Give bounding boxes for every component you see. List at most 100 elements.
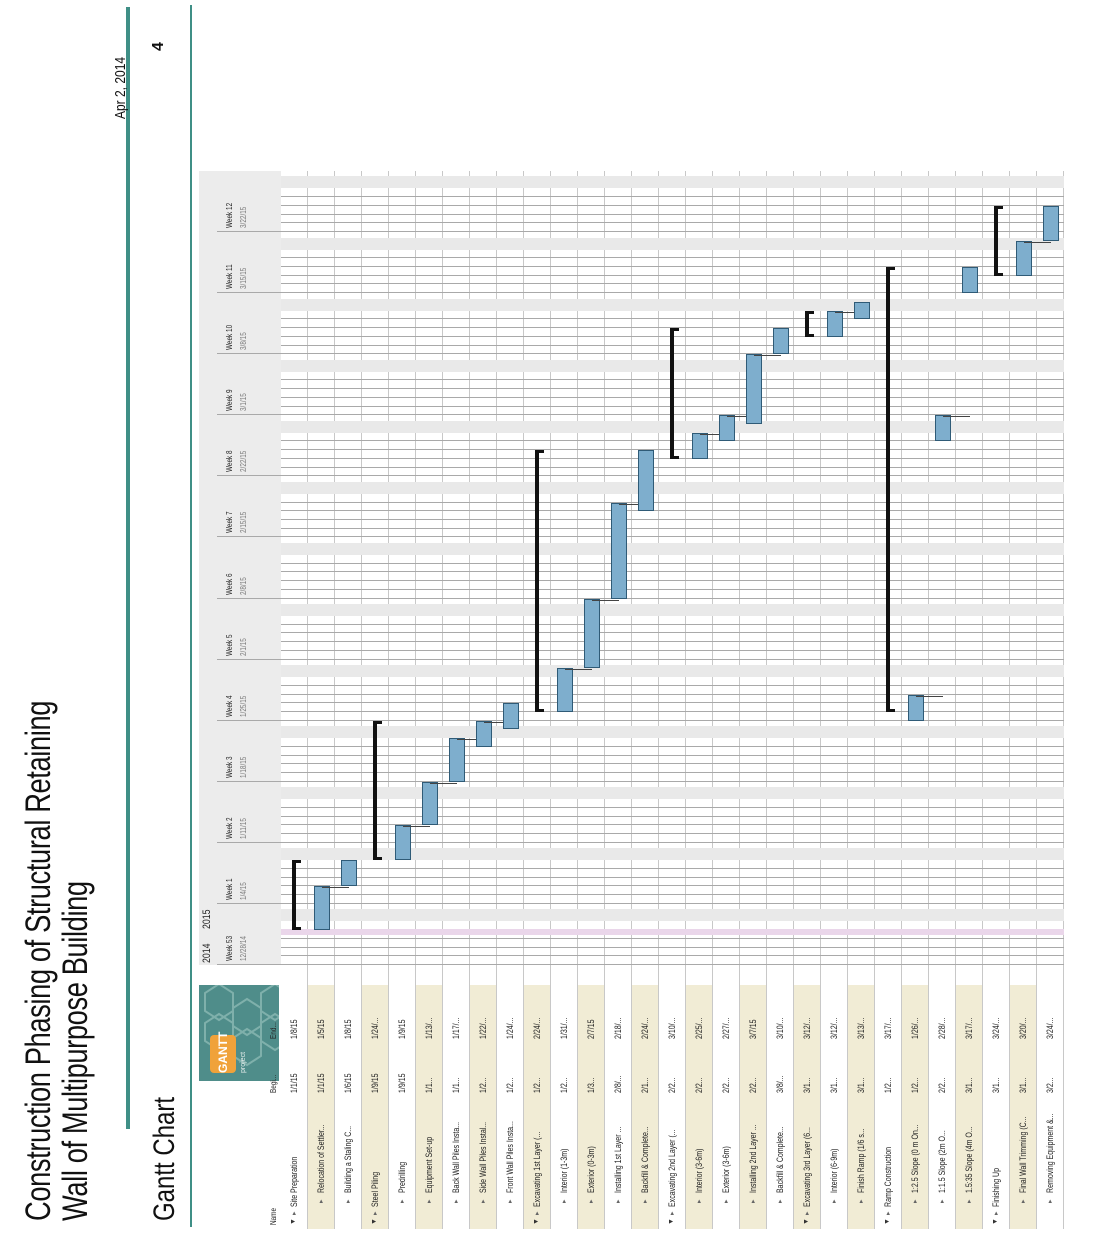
task-begin: 3/1... [964, 1077, 974, 1093]
task-bar[interactable] [773, 328, 789, 355]
day-gridline [217, 658, 1064, 660]
task-handle-icon: ▸ [453, 1199, 460, 1203]
task-name: Interior (6-9m) [829, 1148, 839, 1193]
task-bar[interactable] [746, 354, 762, 425]
task-begin: 3/1... [829, 1077, 839, 1093]
task-bar[interactable] [449, 738, 465, 782]
task-row[interactable]: ▸ Predrilling 1/9/15 1/9/15 [389, 171, 416, 1229]
collapse-triangle-icon[interactable]: ▼ [884, 1218, 891, 1225]
task-bar[interactable] [854, 301, 870, 320]
task-handle-icon: ▸ [615, 1199, 622, 1203]
task-row[interactable]: ▸ Back Wall Piles Insta... 1/1... 1/17/... [443, 171, 470, 1229]
task-name: Backfill & Complete... [775, 1126, 785, 1193]
collapse-triangle-icon[interactable]: ▼ [290, 1218, 297, 1225]
task-row[interactable]: ▸ Building a Staling C... 1/6/15 1/8/15 [335, 171, 362, 1229]
task-bar[interactable] [827, 310, 843, 337]
summary-bar[interactable] [535, 450, 539, 712]
day-gridline [217, 231, 1064, 233]
weekend-shade [281, 604, 1064, 616]
day-gridline [281, 510, 1064, 512]
task-handle-icon: ▸ [1020, 1199, 1027, 1203]
day-gridline [217, 353, 1064, 355]
summary-bar[interactable] [670, 328, 674, 459]
weekend-shade [281, 481, 1064, 494]
week-label: Week 12 [225, 202, 234, 229]
task-row[interactable]: ▸ Interior (3-6m) 2/2... 2/25/... [686, 171, 713, 1229]
task-name: 1:2.5 Slope (0 m On... [910, 1124, 920, 1193]
task-row[interactable]: ▸ Front Wall Piles Insta... 1/2... 1/24/... [497, 171, 524, 1229]
collapse-triangle-icon[interactable]: ▼ [668, 1218, 675, 1225]
day-gridline [281, 946, 1064, 948]
collapse-triangle-icon[interactable]: ▼ [803, 1218, 810, 1225]
column-header-begin: Begi... [269, 1074, 278, 1093]
task-bar[interactable] [1043, 205, 1059, 241]
task-bar[interactable] [341, 860, 357, 887]
dependency-link [592, 599, 619, 601]
day-gridline [281, 772, 1064, 774]
dependency-link [943, 416, 970, 418]
day-gridline [217, 597, 1064, 599]
task-name: Final Wall Trimming (C... [1018, 1116, 1028, 1193]
task-bar[interactable] [638, 450, 654, 512]
task-bar[interactable] [692, 432, 708, 459]
day-gridline [281, 588, 1064, 590]
today-marker [281, 929, 1064, 936]
column-header-name: Name [269, 1207, 278, 1225]
summary-bar-cap [886, 708, 895, 712]
task-bar[interactable] [422, 781, 438, 826]
task-begin: 3/1... [856, 1077, 866, 1093]
task-bar[interactable] [476, 720, 492, 747]
task-row[interactable]: ▸ 1.5:35 Slope (4m O... 3/1... 3/17/... [956, 171, 983, 1229]
task-bar[interactable] [719, 415, 735, 442]
day-gridline [281, 876, 1064, 878]
day-gridline [281, 710, 1064, 712]
summary-bar[interactable] [292, 860, 296, 931]
task-begin: 3/1... [991, 1077, 1001, 1093]
task-name: Equipment Set-up [424, 1136, 434, 1193]
summary-bar[interactable] [994, 205, 998, 276]
week-dates: 3/15/15 [239, 267, 248, 290]
task-row[interactable]: ▼ ▸ Finishing Up 3/1... 3/24/... [983, 171, 1010, 1229]
task-row[interactable]: ▸ Installing 2nd Layer ... 2/2... 3/7/15 [740, 171, 767, 1229]
day-gridline [281, 937, 1064, 939]
task-begin: 1/2... [559, 1077, 569, 1093]
task-row[interactable]: ▸ Removing Equipment &... 3/2... 3/24/... [1037, 171, 1064, 1229]
task-row[interactable]: ▸ Relocation of Settler... 1/1/15 1/5/15 [308, 171, 335, 1229]
week-dates: 2/1/15 [239, 637, 248, 656]
task-bar[interactable] [584, 598, 600, 669]
task-bar[interactable] [611, 502, 627, 599]
task-bar[interactable] [503, 703, 519, 730]
task-bar[interactable] [962, 266, 978, 294]
collapse-triangle-icon[interactable]: ▼ [992, 1218, 999, 1225]
task-row[interactable]: ▸ Backfill & Complete... 2/1... 2/24/... [632, 171, 659, 1229]
task-row[interactable]: ▸ Equipment Set-up 1/1... 1/13/... [416, 171, 443, 1229]
task-name: Steel Piling [370, 1171, 380, 1207]
task-bar[interactable] [935, 415, 951, 442]
task-bar[interactable] [395, 825, 411, 861]
task-row[interactable]: ▸ Installing 1st Layer ... 2/8/... 2/18/... [605, 171, 632, 1229]
task-row[interactable]: ▼ ▸ Site Preparation 1/1/15 1/8/15 [281, 171, 308, 1229]
task-row[interactable]: ▸ Side Wall Piles Instal... 1/2... 1/22/... [470, 171, 497, 1229]
collapse-triangle-icon[interactable]: ▼ [533, 1218, 540, 1225]
gantt-logo-mark: GANTT [210, 1032, 236, 1073]
task-bar[interactable] [557, 668, 573, 712]
task-row[interactable]: ▸ Final Wall Trimming (C... 3/1... 3/20/... [1010, 171, 1037, 1229]
task-end: 2/7/15 [586, 1019, 596, 1039]
summary-bar[interactable] [373, 720, 377, 861]
task-row[interactable]: ▼ ▸ Steel Piling 1/9/15 1/24/... [362, 171, 389, 1229]
task-bar[interactable] [908, 694, 924, 721]
summary-bar[interactable] [886, 266, 890, 712]
task-begin: 3/1... [802, 1077, 812, 1093]
task-bar[interactable] [1016, 240, 1032, 276]
year-label-2014: 2014 [201, 943, 213, 963]
task-bar[interactable] [314, 886, 330, 931]
task-name: Excavating 1st Layer (... [532, 1131, 542, 1207]
task-row[interactable]: ▸ Exterior (0-3m) 1/3... 2/7/15 [578, 171, 605, 1229]
collapse-triangle-icon[interactable]: ▼ [371, 1218, 378, 1225]
task-row[interactable]: ▸ 1:1.5 Slope (2m O... 2/2... 2/28/... [929, 171, 956, 1229]
task-row[interactable]: ▸ Exterior (3-6m) 2/2... 2/27/... [713, 171, 740, 1229]
task-name: Excavating 2nd Layer (... [667, 1129, 677, 1207]
task-row[interactable]: ▸ Finish Ramp (1/6 s... 3/1... 3/13/... [848, 171, 875, 1229]
day-gridline [281, 274, 1064, 276]
title-line-2: Wall of Multipurpose Building [56, 881, 95, 1221]
